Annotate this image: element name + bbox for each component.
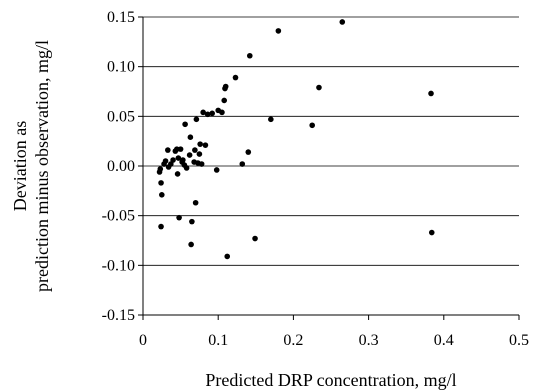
data-point: [157, 166, 164, 172]
y-tick-label: 0.10: [107, 59, 135, 76]
y-axis-title-line-1: Deviation as: [10, 121, 30, 211]
y-axis-title-line-2: prediction minus observation, mg/l: [32, 40, 52, 292]
data-point: [222, 83, 229, 90]
y-tick-label: -0.10: [102, 257, 135, 274]
data-point: [316, 84, 322, 91]
y-tick-label: -0.05: [102, 208, 135, 225]
gridlines: [143, 16, 519, 316]
data-point: [204, 111, 211, 118]
data-point: [182, 121, 188, 128]
data-point: [165, 147, 171, 153]
data-point: [158, 223, 164, 230]
data-point: [339, 19, 346, 25]
data-point: [189, 218, 195, 225]
data-point: [232, 74, 239, 81]
x-tick-label: 0.3: [359, 332, 379, 349]
data-point: [186, 152, 193, 158]
x-tick-label: 0.5: [509, 332, 529, 349]
data-point: [221, 97, 228, 104]
x-tick-label: 0.2: [283, 332, 303, 349]
data-point: [275, 28, 282, 34]
data-point: [219, 109, 225, 116]
axes: [138, 16, 520, 320]
x-tick-label: 0: [139, 332, 147, 349]
data-point: [213, 167, 220, 173]
data-point: [174, 171, 181, 177]
data-point: [428, 90, 434, 97]
data-point: [252, 235, 258, 242]
data-point: [196, 151, 203, 157]
y-tick-label: 0.15: [107, 9, 135, 26]
data-point: [193, 116, 200, 123]
data-point: [209, 110, 215, 117]
data-point: [197, 141, 203, 147]
x-axis-title: Predicted DRP concentration, mg/l: [205, 370, 456, 390]
data-point: [158, 180, 164, 186]
x-tick-label: 0.4: [434, 332, 454, 349]
y-tick-label: -0.15: [102, 307, 135, 324]
data-point: [192, 147, 198, 153]
data-point: [224, 253, 231, 260]
data-point: [183, 165, 190, 171]
data-point: [192, 199, 199, 206]
data-point: [198, 161, 205, 167]
data-point: [162, 158, 169, 164]
data-point: [177, 146, 184, 152]
data-point: [180, 157, 186, 163]
data-point: [187, 134, 194, 140]
data-point: [309, 122, 316, 129]
data-point: [159, 192, 165, 198]
data-point: [239, 161, 246, 167]
data-point: [176, 214, 182, 221]
data-point: [202, 142, 209, 148]
data-points: [156, 19, 435, 260]
x-tick-label: 0.1: [208, 332, 228, 349]
data-point: [428, 229, 435, 236]
data-point: [246, 52, 253, 59]
data-point: [245, 149, 252, 155]
data-point: [200, 109, 206, 116]
data-point: [170, 157, 176, 163]
y-tick-label: 0.05: [107, 108, 135, 125]
data-point: [188, 241, 194, 248]
data-point: [268, 116, 274, 123]
y-tick-label: 0.00: [107, 158, 135, 175]
data-point: [175, 155, 182, 161]
tick-labels: -0.15 -0.10 -0.05 0.00 0.05 0.10 0.15 0 0.1 0.2 0.…: [102, 9, 529, 349]
